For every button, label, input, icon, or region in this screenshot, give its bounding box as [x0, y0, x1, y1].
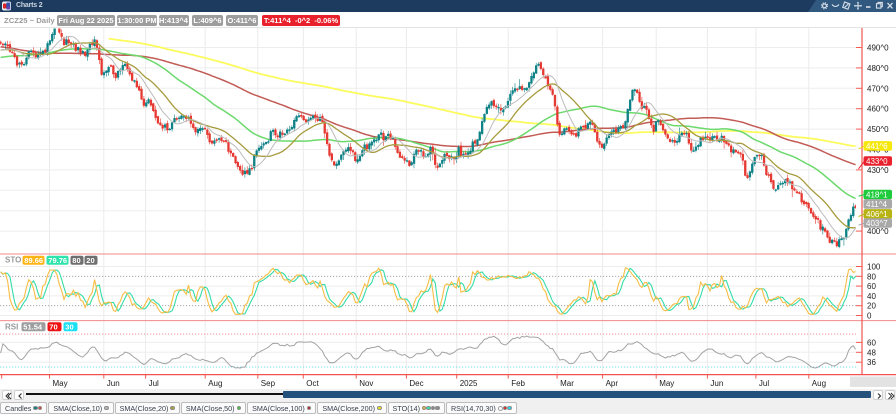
svg-text:403^7: 403^7 — [866, 219, 888, 228]
svg-text:51.54: 51.54 — [23, 322, 43, 331]
svg-text:450^0: 450^0 — [867, 125, 889, 134]
svg-text:20: 20 — [867, 302, 876, 311]
svg-text:490^0: 490^0 — [867, 44, 889, 53]
svg-text:480^0: 480^0 — [867, 64, 889, 73]
svg-text:70: 70 — [49, 322, 57, 331]
svg-text:STO: STO — [5, 256, 21, 265]
svg-text:Oct: Oct — [306, 379, 319, 388]
svg-text:36: 36 — [867, 358, 876, 367]
svg-text:Jun: Jun — [710, 379, 723, 388]
svg-text:0: 0 — [867, 312, 872, 321]
svg-text:48: 48 — [867, 348, 876, 357]
svg-text:470^0: 470^0 — [867, 84, 889, 93]
svg-text:Apr: Apr — [606, 379, 619, 388]
svg-text:60: 60 — [867, 338, 876, 347]
svg-text:Nov: Nov — [359, 379, 373, 388]
svg-text:80: 80 — [867, 272, 876, 281]
svg-text:100: 100 — [867, 263, 881, 272]
svg-text:60: 60 — [867, 282, 876, 291]
svg-text:Jul: Jul — [149, 379, 159, 388]
svg-text:30: 30 — [65, 322, 73, 331]
svg-text:406^1: 406^1 — [866, 210, 888, 219]
svg-text:Aug: Aug — [208, 379, 222, 388]
svg-text:May: May — [659, 379, 674, 388]
svg-text:433^0: 433^0 — [866, 157, 888, 166]
svg-text:Feb: Feb — [511, 379, 525, 388]
svg-text:Jun: Jun — [107, 379, 120, 388]
svg-text:Mar: Mar — [560, 379, 574, 388]
svg-text:May: May — [53, 379, 68, 388]
svg-text:418^1: 418^1 — [866, 191, 888, 200]
svg-text:441^6: 441^6 — [866, 142, 888, 151]
svg-text:RSI: RSI — [5, 323, 18, 332]
svg-text:411^4: 411^4 — [866, 200, 888, 209]
svg-text:2025: 2025 — [460, 379, 478, 388]
svg-text:460^0: 460^0 — [867, 105, 889, 114]
svg-text:20: 20 — [86, 256, 94, 265]
svg-text:40: 40 — [867, 292, 876, 301]
svg-text:400^0: 400^0 — [867, 227, 889, 236]
svg-text:Jul: Jul — [759, 379, 769, 388]
svg-text:80: 80 — [72, 256, 80, 265]
svg-text:89.66: 89.66 — [24, 256, 43, 265]
svg-text:Aug: Aug — [812, 379, 826, 388]
svg-text:430^0: 430^0 — [867, 166, 889, 175]
svg-text:79.76: 79.76 — [48, 256, 67, 265]
svg-text:Dec: Dec — [409, 379, 423, 388]
svg-text:Sep: Sep — [261, 379, 276, 388]
